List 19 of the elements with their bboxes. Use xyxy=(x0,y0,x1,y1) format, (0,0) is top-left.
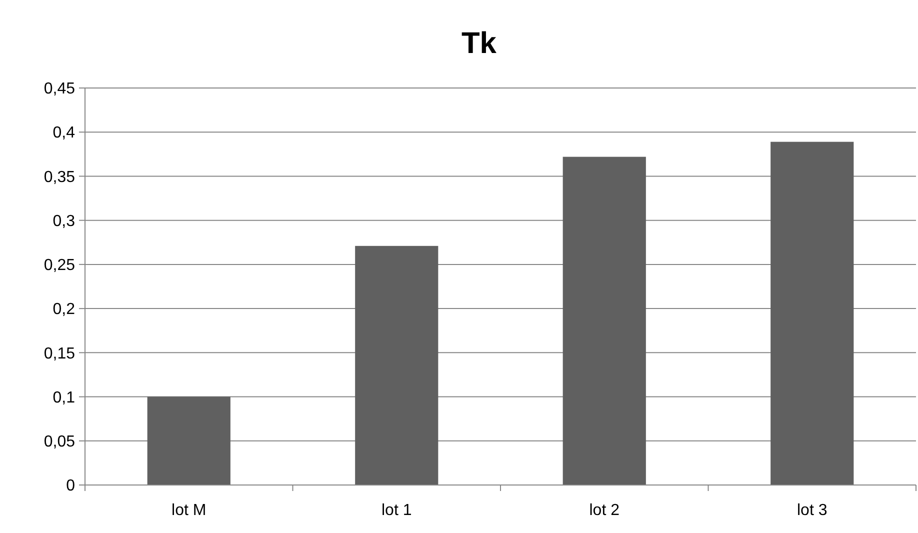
y-tick-label: 0,25 xyxy=(44,257,76,274)
y-tick-label: 0,2 xyxy=(52,301,76,318)
bar xyxy=(147,396,230,485)
y-tick-label: 0,4 xyxy=(52,124,76,142)
x-tick-label: lot 2 xyxy=(589,502,620,519)
y-tick-label: 0,35 xyxy=(44,168,76,186)
chart-title: Tk xyxy=(461,27,497,60)
y-tick-label: 0,05 xyxy=(44,433,76,450)
bar xyxy=(770,142,854,485)
bar xyxy=(562,156,646,485)
x-tick-label: lot 3 xyxy=(797,502,828,519)
y-tick-label: 0,3 xyxy=(52,212,76,230)
y-tick-label: 0,45 xyxy=(44,80,76,98)
y-tick-label: 0 xyxy=(66,478,76,495)
x-tick-label: lot 1 xyxy=(382,502,412,519)
y-tick-label: 0,1 xyxy=(52,389,76,406)
bar xyxy=(355,246,438,485)
x-tick-label: lot M xyxy=(172,502,206,519)
y-tick-label: 0,15 xyxy=(44,345,76,362)
